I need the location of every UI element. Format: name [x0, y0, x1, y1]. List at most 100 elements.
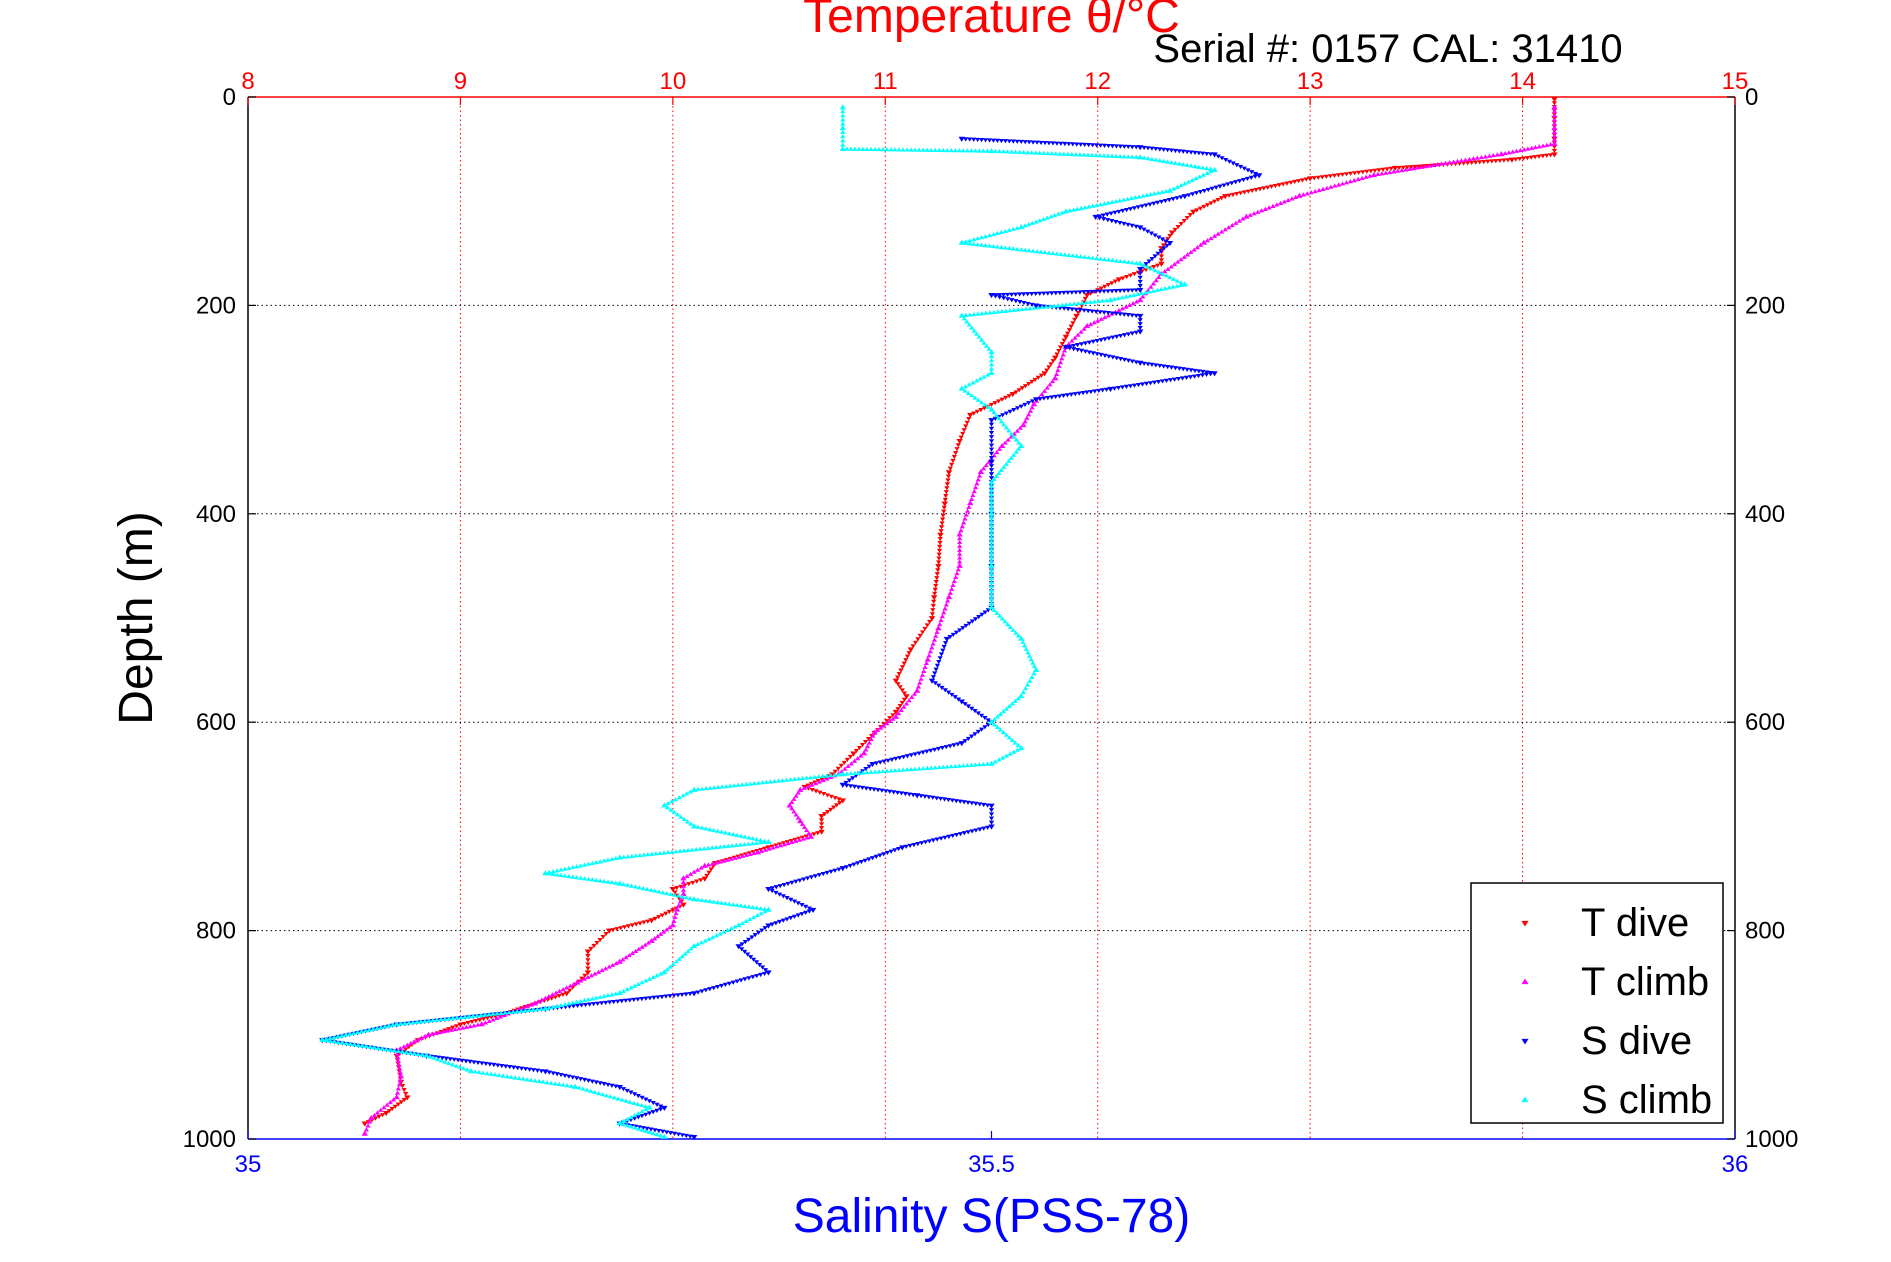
data-point-interp	[957, 559, 963, 564]
data-point-interp	[397, 1078, 403, 1083]
data-point-interp	[684, 819, 691, 824]
data-point-interp	[788, 897, 794, 902]
data-point-interp	[1151, 191, 1158, 196]
data-point-interp	[724, 928, 731, 933]
data-point-interp	[804, 876, 811, 881]
data-point-interp	[467, 1024, 473, 1029]
data-point-interp	[658, 931, 664, 936]
data-point-interp	[486, 1012, 492, 1017]
data-point	[1551, 140, 1558, 146]
data-point-interp	[1520, 156, 1527, 161]
data-point	[1083, 323, 1091, 329]
data-point-interp	[1061, 348, 1068, 353]
data-point-interp	[669, 849, 675, 854]
legend-marker	[1521, 920, 1529, 927]
data-point-interp	[911, 842, 917, 848]
data-point-interp	[1069, 307, 1075, 312]
data-point-interp	[1505, 158, 1511, 163]
data-point-interp	[1068, 392, 1074, 397]
data-point-interp	[966, 621, 972, 626]
data-point-interp	[851, 758, 858, 763]
data-point-interp	[680, 879, 687, 884]
data-point-interp	[977, 827, 983, 832]
data-point-interp	[1049, 395, 1055, 400]
data-point-interp	[836, 772, 842, 777]
data-point-interp	[738, 978, 744, 983]
data-point-interp	[635, 997, 641, 1002]
data-point-interp	[659, 913, 665, 918]
data-point-interp	[605, 879, 611, 884]
data-point-interp	[472, 1069, 478, 1074]
data-point-interp	[457, 1064, 463, 1069]
data-point-interp	[753, 840, 759, 845]
data-point-interp	[546, 1070, 552, 1075]
data-point-interp	[972, 485, 979, 490]
data-point-interp	[1033, 150, 1039, 155]
data-point-interp	[1098, 316, 1104, 321]
data-point-interp	[446, 1016, 452, 1021]
data-point-interp	[864, 743, 871, 749]
data-point-interp	[444, 1028, 451, 1033]
data-point-interp	[1133, 145, 1139, 150]
data-point-interp	[1411, 166, 1417, 171]
data-point-interp	[496, 1072, 502, 1078]
data-point	[1018, 635, 1025, 641]
data-point-interp	[808, 875, 815, 880]
data-point-interp	[645, 940, 652, 945]
data-point-interp	[1145, 264, 1151, 269]
data-point-interp	[442, 1016, 448, 1021]
data-point-interp	[919, 630, 926, 635]
data-point-interp	[963, 512, 969, 517]
data-point-interp	[1513, 148, 1520, 153]
data-point-interp	[988, 584, 995, 589]
data-point-interp	[1070, 207, 1077, 212]
data-point-interp	[1021, 300, 1027, 306]
data-point-interp	[1140, 294, 1146, 299]
data-point-interp	[836, 867, 842, 872]
data-point	[935, 563, 942, 570]
data-point-interp	[972, 395, 978, 400]
data-point-interp	[986, 243, 993, 248]
data-point-interp	[1031, 305, 1037, 310]
data-point-interp	[951, 454, 957, 460]
data-point-interp	[1129, 331, 1135, 336]
data-point-interp	[376, 1114, 382, 1120]
data-point-interp	[1188, 163, 1194, 168]
data-point-interp	[992, 148, 999, 153]
data-point-interp	[918, 794, 924, 799]
data-point-interp	[1415, 165, 1421, 170]
data-point-interp	[971, 237, 977, 242]
data-point-interp	[832, 772, 838, 777]
data-point-interp	[437, 1029, 443, 1035]
data-point-interp	[1348, 171, 1354, 176]
data-point	[1551, 97, 1558, 103]
data-point-interp	[1127, 384, 1134, 389]
data-point-interp	[719, 784, 725, 789]
data-point-interp	[674, 812, 681, 817]
data-point-interp	[1117, 258, 1123, 263]
data-point-interp	[804, 827, 810, 833]
data-point-interp	[1200, 172, 1206, 177]
data-point-interp	[1105, 313, 1111, 318]
data-point-interp	[847, 863, 853, 869]
data-point-interp	[997, 295, 1003, 300]
data-point-interp	[687, 895, 693, 901]
data-point-interp	[1061, 338, 1067, 343]
data-point-interp	[1168, 148, 1175, 153]
data-point-interp	[985, 718, 991, 723]
data-point-interp	[1184, 216, 1190, 221]
data-point-interp	[997, 727, 1004, 732]
data-point	[958, 312, 965, 318]
data-point-interp	[1183, 375, 1190, 380]
data-point-interp	[988, 503, 995, 508]
data-point-interp	[791, 796, 797, 801]
data-point-interp	[667, 994, 673, 999]
data-point-interp	[1022, 686, 1029, 691]
data-point-interp	[948, 764, 954, 769]
data-point-interp	[1016, 440, 1022, 445]
data-point-interp	[988, 426, 995, 431]
data-point-interp	[1013, 437, 1019, 442]
data-point-interp	[592, 971, 598, 976]
data-point-interp	[942, 641, 949, 646]
data-point-interp	[1038, 249, 1044, 254]
